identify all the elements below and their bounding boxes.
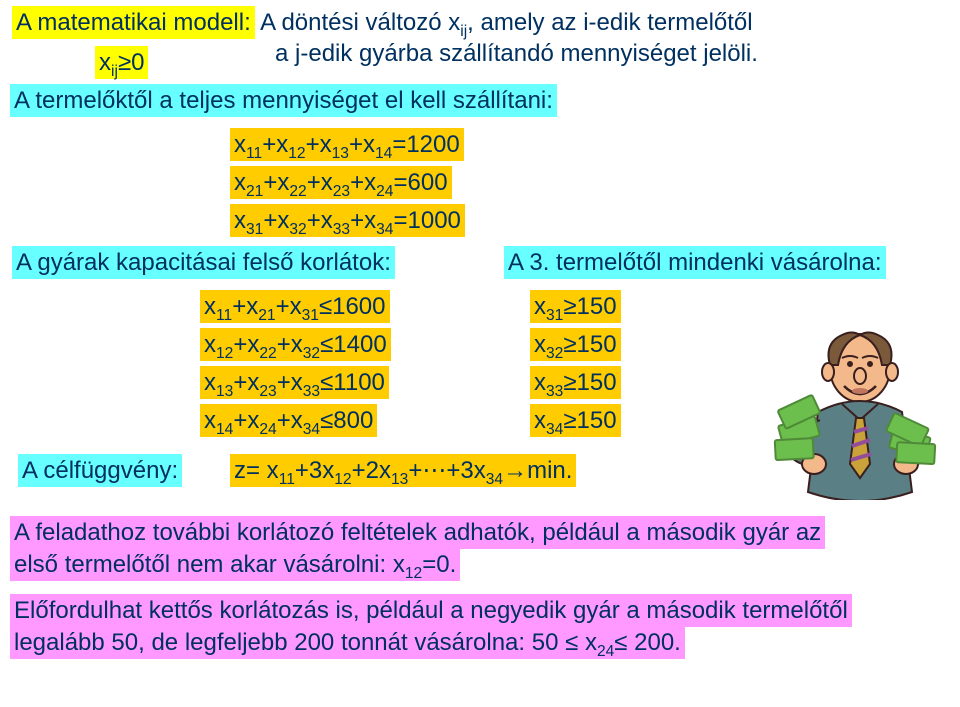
note-2-line-1: Előfordulhat kettős korlátozás is, példá… [10,594,852,627]
capacity-eq-1: x11+x21+x31≤1600 [200,290,390,323]
producer-eq-2: x21+x22+x23+x24=600 [230,166,452,199]
slide-canvas: A matematikai modell: A döntési változó … [0,0,960,707]
objective-label: A célfüggvény: [18,454,182,487]
note-2-line-2: legalább 50, de legfeljebb 200 tonnát vá… [10,626,685,659]
capacity-label: A gyárak kapacitásai felső korlátok: [12,246,395,279]
buys-label: A 3. termelőtől mindenki vásárolna: [504,246,886,279]
note-1-line-1: A feladathoz további korlátozó feltétele… [10,516,825,549]
note-1-line-2: első termelőtől nem akar vásárolni: x12=… [10,548,460,581]
buys-eq-2: x32≥150 [530,328,621,361]
buys-eq-3: x33≥150 [530,366,621,399]
buys-eq-1: x31≥150 [530,290,621,323]
title-right-1: A döntési változó xij, amely az i-edik t… [260,9,753,36]
xij-nonneg: xij≥0 [95,46,148,79]
buys-eq-4: x34≥150 [530,404,621,437]
capacity-eq-3: x13+x23+x33≤1100 [200,366,389,399]
objective-eq: z= x11+3x12+2x13+⋯+3x34→min. [230,454,576,487]
capacity-eq-4: x14+x24+x34≤800 [200,404,377,437]
producer-eq-3: x31+x32+x33+x34=1000 [230,204,465,237]
title-right-2: a j-edik gyárba szállítandó mennyiséget … [275,38,758,69]
title-block: A matematikai modell: A döntési változó … [12,6,753,39]
producers-label: A termelőktől a teljes mennyiséget el ke… [10,84,557,117]
title-left: A matematikai modell: [12,6,255,39]
producer-eq-1: x11+x12+x13+x14=1200 [230,128,464,161]
capacity-eq-2: x12+x22+x32≤1400 [200,328,391,361]
cartoon-man-with-money-icon [770,320,940,500]
